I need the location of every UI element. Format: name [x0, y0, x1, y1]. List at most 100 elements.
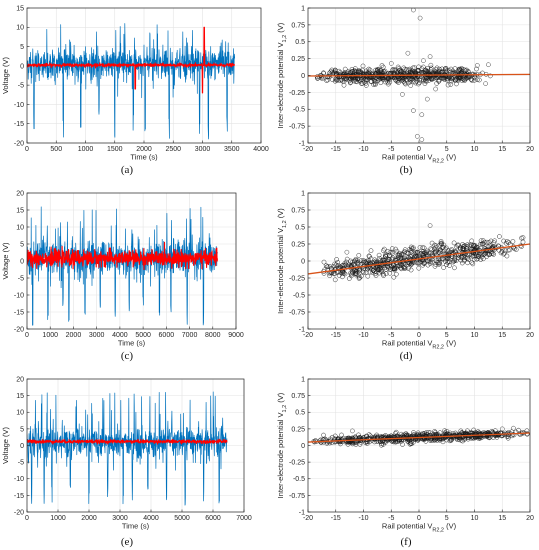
data-point: [462, 73, 468, 78]
plot-content: [308, 425, 530, 448]
data-point: [358, 258, 364, 263]
data-point: [358, 438, 364, 444]
data-point: [432, 263, 438, 269]
data-point: [447, 436, 453, 442]
data-point: [440, 256, 445, 262]
outlier-point: [511, 425, 516, 431]
data-point: [395, 64, 401, 70]
x-axis-label: Time (s): [118, 339, 146, 348]
data-point: [360, 73, 365, 79]
data-point: [443, 66, 448, 71]
data-point: [413, 80, 419, 86]
y-tick-label: 10: [16, 410, 24, 417]
series-line-red: [27, 26, 236, 94]
outlier-point: [419, 112, 425, 118]
data-point: [510, 239, 516, 244]
y-tick-label: 15: [16, 5, 24, 12]
data-point: [379, 63, 385, 68]
y-tick-label: -5: [18, 275, 24, 282]
data-point: [332, 439, 338, 445]
data-point: [477, 241, 483, 247]
y-tick-label: 0: [301, 443, 305, 450]
data-point: [505, 435, 511, 441]
outlier-point: [486, 62, 491, 68]
data-point: [471, 253, 477, 259]
outlier-point: [350, 428, 355, 434]
data-point: [339, 436, 345, 442]
data-point: [327, 70, 332, 76]
data-point: [387, 250, 393, 255]
data-point: [355, 258, 360, 264]
data-point: [396, 76, 402, 82]
data-point: [363, 83, 369, 88]
panel-f: -20 -15 -10 -5 0 5 10 15 20 -1 -0.75 -0.5 -0.25 0 0.25…: [276, 376, 534, 548]
y-axis-label: Voltage (V): [1, 242, 10, 280]
y-tick-label: -0.25: [289, 275, 305, 282]
data-point: [468, 435, 474, 441]
x-tick-label: 5000: [174, 515, 190, 522]
x-tick-label: 9000: [228, 332, 244, 339]
data-point: [394, 248, 400, 254]
data-point: [368, 248, 374, 254]
data-point: [476, 253, 482, 259]
data-point: [339, 263, 345, 269]
data-point: [452, 265, 457, 271]
y-tick-label: -0.5: [293, 107, 305, 114]
x-tick-label: 20: [526, 332, 534, 339]
x-tick-label: 10: [471, 332, 479, 339]
data-point: [331, 263, 337, 269]
data-point: [350, 441, 355, 447]
data-point: [462, 437, 467, 442]
data-point: [482, 250, 488, 256]
data-point: [345, 69, 351, 75]
data-point: [389, 246, 395, 251]
data-point: [354, 79, 360, 85]
data-point: [513, 247, 519, 252]
data-point: [379, 441, 385, 447]
x-tick-label: 2500: [165, 146, 181, 153]
data-point: [466, 243, 472, 249]
data-point: [399, 68, 404, 74]
data-point: [331, 271, 337, 276]
data-point: [437, 437, 443, 443]
panel-a: 0 500 1000 1500 2000 2500 3000 3500 4000 -20 -15 -1…: [1, 5, 269, 176]
data-point: [407, 79, 413, 85]
data-point: [407, 77, 412, 82]
data-point: [501, 238, 507, 244]
data-point: [491, 252, 496, 257]
y-tick-label: 0.5: [295, 39, 305, 46]
data-point: [408, 267, 414, 273]
x-tick-label: 5: [445, 332, 449, 339]
outlier-point: [421, 58, 426, 64]
data-point: [348, 270, 353, 276]
y-tick-label: -0.5: [293, 476, 305, 483]
outlier-point: [411, 108, 416, 113]
data-point: [516, 427, 521, 433]
data-point: [479, 254, 485, 260]
data-point: [401, 434, 406, 440]
data-point: [370, 74, 376, 80]
data-point: [450, 259, 456, 265]
y-tick-label: -0.25: [289, 460, 305, 467]
x-tick-label: -15: [331, 332, 341, 339]
data-point: [366, 66, 372, 72]
data-point: [425, 69, 431, 75]
data-point: [367, 254, 372, 259]
data-point: [409, 249, 415, 254]
data-point: [397, 434, 403, 440]
x-tick-label: 15: [498, 515, 506, 522]
x-tick-label: -10: [358, 332, 368, 339]
data-point: [327, 74, 332, 79]
x-tick-label: 6000: [205, 515, 221, 522]
data-point: [363, 259, 368, 265]
data-point: [385, 249, 391, 254]
data-point: [398, 263, 403, 269]
x-axis-label: Time (s): [130, 153, 158, 162]
data-point: [380, 64, 386, 70]
data-point: [394, 79, 400, 84]
y-tick-label: 0.5: [295, 224, 305, 231]
data-point: [383, 253, 388, 259]
x-axis-label: Rail potential VR2,2 (V): [382, 522, 457, 534]
y-tick-label: 0: [20, 258, 24, 265]
data-point: [402, 257, 408, 262]
